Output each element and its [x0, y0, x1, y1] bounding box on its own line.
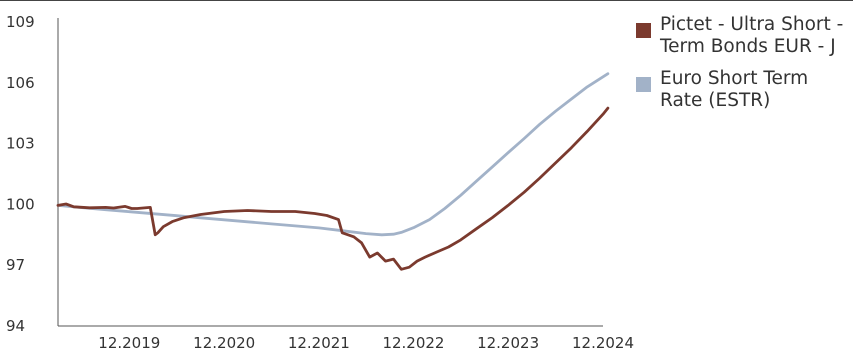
y-axis: 94 97 100 103 106 109	[6, 13, 59, 335]
x-tick-label: 12.2021	[288, 334, 350, 351]
y-tick-label: 106	[6, 74, 35, 92]
legend-swatch	[636, 23, 651, 38]
y-tick-label: 94	[6, 317, 25, 335]
x-axis: 12.2019 12.2020 12.2021 12.2022 12.2023 12.20…	[58, 325, 634, 351]
legend-item-1: Pictet - Ultra Short -Term Bonds EUR - J	[636, 14, 846, 58]
series-layer	[56, 72, 610, 271]
y-tick-label: 97	[6, 256, 25, 274]
legend-item-2: Euro Short Term Rate (ESTR)	[636, 68, 846, 112]
legend-swatch	[636, 77, 651, 92]
x-tick-label: 12.2022	[382, 334, 444, 351]
series-line-1	[56, 106, 610, 271]
y-tick-label: 109	[6, 13, 35, 31]
legend: Pictet - Ultra Short -Term Bonds EUR - J…	[636, 14, 846, 122]
legend-label: Pictet - Ultra Short -Term Bonds EUR - J	[660, 14, 844, 57]
legend-label: Euro Short Term Rate (ESTR)	[660, 68, 809, 111]
series-line-2	[56, 72, 610, 237]
x-tick-label: 12.2023	[477, 334, 539, 351]
x-tick-label: 12.2020	[193, 334, 255, 351]
x-tick-label: 12.2024	[572, 334, 634, 351]
y-tick-label: 100	[6, 195, 35, 213]
x-tick-label: 12.2019	[98, 334, 160, 351]
y-tick-label: 103	[6, 135, 35, 153]
